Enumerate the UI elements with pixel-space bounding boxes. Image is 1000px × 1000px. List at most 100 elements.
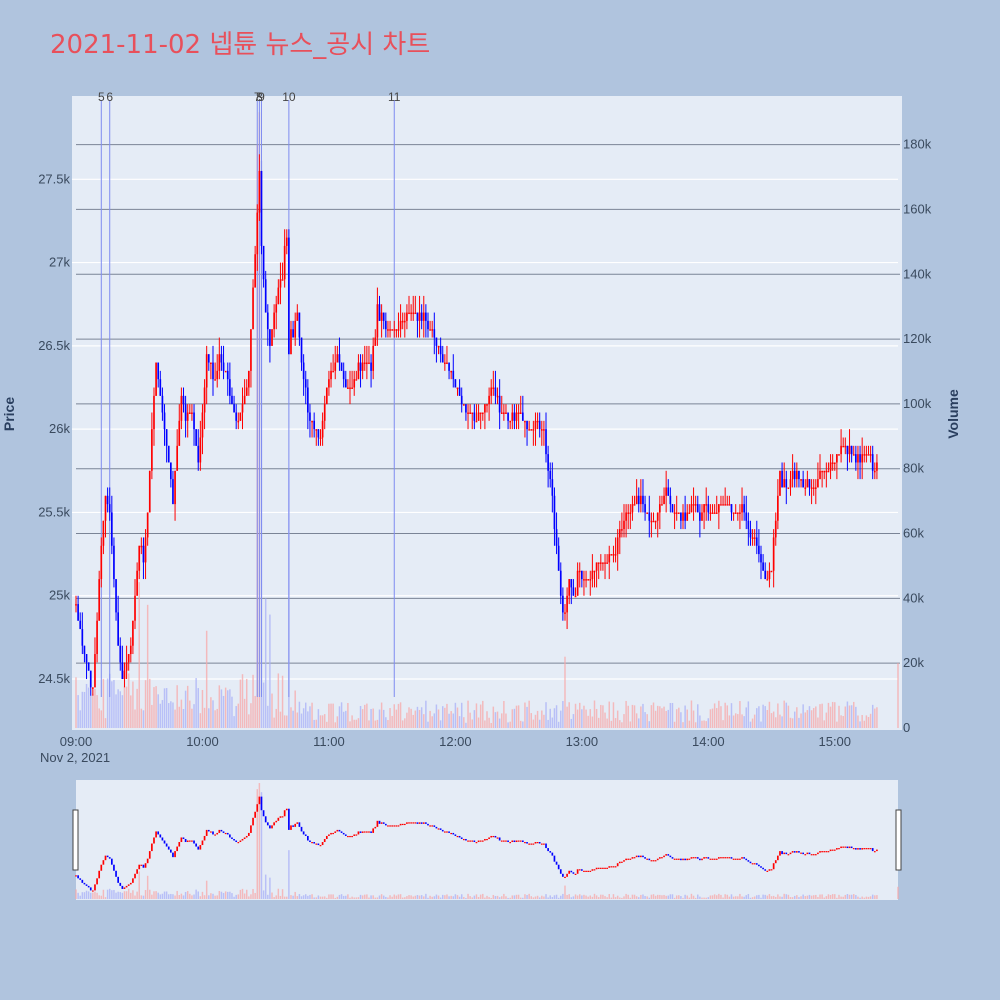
range-slider-candle <box>188 840 191 842</box>
range-slider-volume-bar <box>229 891 231 899</box>
volume-bar <box>716 708 718 728</box>
range-slider-volume-bar <box>311 894 313 899</box>
range-slider-volume-bar <box>309 894 311 899</box>
range-slider-volume-bar <box>840 896 842 899</box>
range-slider-candle <box>437 828 440 830</box>
range-slider-volume-bar <box>574 894 577 899</box>
volume-bar <box>574 703 577 728</box>
volume-bar <box>806 710 809 728</box>
range-slider-candle <box>597 867 600 869</box>
range-slider-candle <box>184 838 187 843</box>
range-slider-candle <box>273 822 275 826</box>
range-slider-volume-bar <box>305 894 307 899</box>
range-slider-candle <box>865 848 868 850</box>
range-slider-volume-bar <box>201 891 204 899</box>
volume-bar <box>273 717 275 728</box>
volume-bar <box>218 685 221 728</box>
volume-bar <box>149 678 151 728</box>
range-slider-candle <box>420 822 423 824</box>
volume-bar <box>90 695 92 728</box>
candle-body <box>503 412 505 414</box>
volume-bar <box>800 713 802 728</box>
range-slider-volume-bar <box>108 888 111 899</box>
range-slider-candle <box>726 857 729 859</box>
range-slider-volume-bar <box>123 891 126 899</box>
candle-body <box>701 512 703 521</box>
volume-bar <box>469 712 471 728</box>
candle-body <box>439 345 442 355</box>
volume-bar <box>359 705 362 728</box>
candle-body <box>275 304 278 313</box>
candle-body <box>325 387 328 405</box>
volume-bar <box>182 709 185 728</box>
range-slider-volume-bar <box>336 896 339 899</box>
range-slider-volume-bar <box>191 895 193 899</box>
range-slider-candle <box>258 796 261 805</box>
volume-bar <box>376 719 379 728</box>
volume-tick-label: 20k <box>903 655 924 670</box>
range-slider[interactable] <box>72 780 902 900</box>
range-slider-candle <box>583 870 585 872</box>
volume-bar <box>300 713 303 728</box>
volume-bar <box>709 709 712 728</box>
volume-bar <box>353 719 355 728</box>
candle-body <box>229 379 231 396</box>
range-slider-candle <box>806 852 809 855</box>
range-slider-candle <box>720 857 722 859</box>
range-slider-candle <box>745 858 748 861</box>
volume-bar <box>764 706 766 728</box>
range-slider-candle <box>92 890 94 892</box>
range-slider-candle <box>161 837 164 841</box>
range-slider-volume-bar <box>815 894 817 899</box>
candle-body <box>161 395 164 413</box>
range-slider-volume-bar <box>507 897 509 899</box>
range-slider-volume-bar <box>560 895 562 899</box>
range-slider-candle <box>403 823 406 826</box>
candle-body <box>538 420 541 430</box>
range-slider-volume-bar <box>250 894 252 899</box>
candle-body <box>437 345 440 348</box>
range-slider-left-handle[interactable] <box>72 809 79 871</box>
range-slider-candle <box>481 840 484 842</box>
candle-body <box>707 504 710 513</box>
candle-body <box>83 645 86 655</box>
range-slider-candle <box>511 840 514 843</box>
range-slider-candle <box>587 870 590 872</box>
volume-bar <box>638 718 640 728</box>
range-slider-candle <box>663 855 665 858</box>
range-slider-candle <box>802 852 804 855</box>
range-slider-candle <box>656 858 659 861</box>
range-slider-candle <box>562 873 564 877</box>
volume-bar <box>682 722 684 728</box>
candle-body <box>106 495 109 505</box>
range-slider-volume-bar <box>703 897 705 899</box>
candle-body <box>810 487 813 489</box>
range-slider-volume-bar <box>775 896 777 899</box>
range-slider-candle <box>334 831 337 833</box>
volume-bar <box>442 706 444 728</box>
range-slider-candle <box>81 879 84 883</box>
range-slider-candle <box>448 831 450 833</box>
range-slider-volume-bar <box>509 897 511 899</box>
range-slider-candle <box>148 851 151 859</box>
candle-body <box>292 329 294 338</box>
range-slider-volume-bar <box>277 888 280 899</box>
range-slider-volume-bar <box>591 896 594 899</box>
range-slider-candle <box>155 831 157 838</box>
range-slider-volume-bar <box>772 895 775 899</box>
volume-bar <box>665 710 667 728</box>
range-slider-volume-bar <box>604 896 606 899</box>
volume-bar <box>587 715 589 728</box>
volume-bar <box>490 722 492 728</box>
candle-body <box>608 554 611 563</box>
range-slider-volume-bar <box>718 893 720 899</box>
range-slider-candle <box>821 851 823 853</box>
range-slider-volume-bar <box>692 895 695 899</box>
range-slider-candle <box>359 831 362 833</box>
range-slider-right-handle[interactable] <box>895 809 902 871</box>
volume-bar <box>532 719 535 728</box>
candle-body <box>663 495 665 505</box>
candle-body <box>465 404 467 413</box>
volume-bar <box>583 705 585 728</box>
